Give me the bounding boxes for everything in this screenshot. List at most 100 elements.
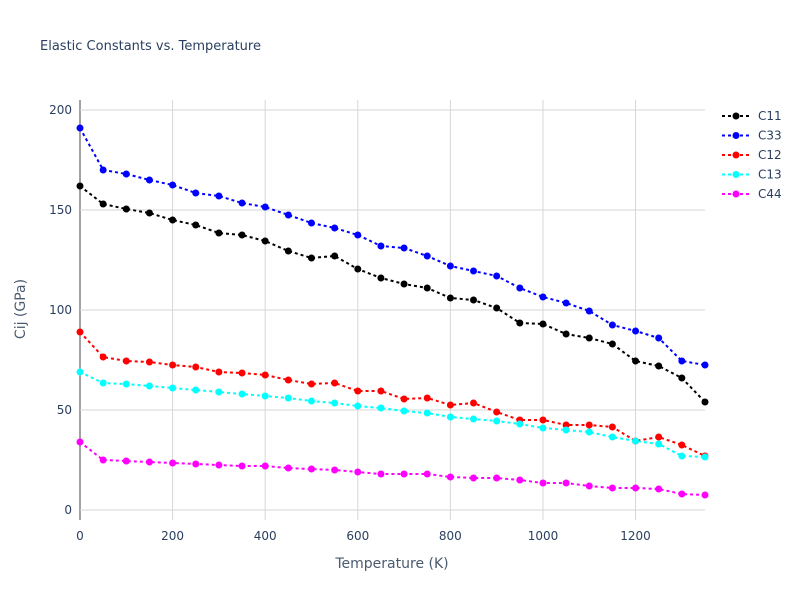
data-point[interactable] xyxy=(632,327,640,335)
legend-item-c13[interactable]: C13 xyxy=(722,168,782,182)
data-point[interactable] xyxy=(493,304,501,312)
data-point[interactable] xyxy=(585,307,593,315)
data-point[interactable] xyxy=(261,462,269,470)
data-point[interactable] xyxy=(470,267,478,275)
data-point[interactable] xyxy=(169,459,177,467)
data-point[interactable] xyxy=(215,229,223,237)
data-point[interactable] xyxy=(539,416,547,424)
data-point[interactable] xyxy=(76,368,84,376)
legend-item-c12[interactable]: C12 xyxy=(722,148,782,162)
data-point[interactable] xyxy=(632,484,640,492)
legend-item-c44[interactable]: C44 xyxy=(722,187,782,201)
data-point[interactable] xyxy=(377,404,385,412)
data-point[interactable] xyxy=(261,392,269,400)
data-point[interactable] xyxy=(76,182,84,190)
data-point[interactable] xyxy=(377,387,385,395)
data-point[interactable] xyxy=(423,470,431,478)
data-point[interactable] xyxy=(284,464,292,472)
data-point[interactable] xyxy=(470,399,478,407)
data-point[interactable] xyxy=(516,319,524,327)
data-point[interactable] xyxy=(169,384,177,392)
data-point[interactable] xyxy=(307,254,315,262)
data-point[interactable] xyxy=(99,379,107,387)
data-point[interactable] xyxy=(354,402,362,410)
data-point[interactable] xyxy=(331,379,339,387)
data-point[interactable] xyxy=(423,284,431,292)
data-point[interactable] xyxy=(192,386,200,394)
data-point[interactable] xyxy=(192,189,200,197)
data-point[interactable] xyxy=(400,280,408,288)
data-point[interactable] xyxy=(446,262,454,270)
data-point[interactable] xyxy=(585,482,593,490)
data-point[interactable] xyxy=(192,363,200,371)
data-point[interactable] xyxy=(122,457,130,465)
data-point[interactable] xyxy=(377,242,385,250)
data-point[interactable] xyxy=(331,224,339,232)
data-point[interactable] xyxy=(562,421,570,429)
data-point[interactable] xyxy=(238,390,246,398)
data-point[interactable] xyxy=(400,395,408,403)
data-point[interactable] xyxy=(423,252,431,260)
data-point[interactable] xyxy=(493,474,501,482)
data-point[interactable] xyxy=(400,407,408,415)
data-point[interactable] xyxy=(284,247,292,255)
data-point[interactable] xyxy=(608,484,616,492)
data-point[interactable] xyxy=(238,199,246,207)
data-point[interactable] xyxy=(284,376,292,384)
data-point[interactable] xyxy=(331,252,339,260)
data-point[interactable] xyxy=(307,397,315,405)
data-point[interactable] xyxy=(423,409,431,417)
data-point[interactable] xyxy=(632,437,640,445)
data-point[interactable] xyxy=(585,428,593,436)
data-point[interactable] xyxy=(76,438,84,446)
data-point[interactable] xyxy=(608,321,616,329)
data-point[interactable] xyxy=(562,426,570,434)
data-point[interactable] xyxy=(678,452,686,460)
data-point[interactable] xyxy=(655,334,663,342)
data-point[interactable] xyxy=(307,465,315,473)
data-point[interactable] xyxy=(122,380,130,388)
data-point[interactable] xyxy=(585,334,593,342)
data-point[interactable] xyxy=(122,205,130,213)
data-point[interactable] xyxy=(145,358,153,366)
data-point[interactable] xyxy=(446,294,454,302)
data-point[interactable] xyxy=(169,216,177,224)
data-point[interactable] xyxy=(516,420,524,428)
data-point[interactable] xyxy=(562,479,570,487)
data-point[interactable] xyxy=(701,453,709,461)
data-point[interactable] xyxy=(99,456,107,464)
data-point[interactable] xyxy=(76,328,84,336)
legend[interactable]: C11 C33 C12 C13 C44 xyxy=(722,109,782,201)
data-point[interactable] xyxy=(678,441,686,449)
data-point[interactable] xyxy=(307,380,315,388)
data-point[interactable] xyxy=(331,466,339,474)
data-point[interactable] xyxy=(446,413,454,421)
data-point[interactable] xyxy=(238,231,246,239)
data-point[interactable] xyxy=(354,265,362,273)
data-point[interactable] xyxy=(470,415,478,423)
data-point[interactable] xyxy=(701,491,709,499)
data-point[interactable] xyxy=(99,200,107,208)
data-point[interactable] xyxy=(261,237,269,245)
data-point[interactable] xyxy=(377,470,385,478)
data-point[interactable] xyxy=(284,394,292,402)
series-c44[interactable] xyxy=(76,438,709,499)
data-point[interactable] xyxy=(99,166,107,174)
data-point[interactable] xyxy=(238,462,246,470)
data-point[interactable] xyxy=(446,401,454,409)
data-point[interactable] xyxy=(145,209,153,217)
data-point[interactable] xyxy=(377,274,385,282)
data-point[interactable] xyxy=(122,357,130,365)
data-point[interactable] xyxy=(261,371,269,379)
data-point[interactable] xyxy=(400,470,408,478)
data-point[interactable] xyxy=(145,382,153,390)
data-point[interactable] xyxy=(169,181,177,189)
data-point[interactable] xyxy=(655,362,663,370)
series-c13[interactable] xyxy=(76,368,709,461)
data-point[interactable] xyxy=(516,284,524,292)
data-point[interactable] xyxy=(76,124,84,132)
data-point[interactable] xyxy=(585,421,593,429)
data-point[interactable] xyxy=(423,394,431,402)
series-c11[interactable] xyxy=(76,182,709,406)
data-point[interactable] xyxy=(215,461,223,469)
